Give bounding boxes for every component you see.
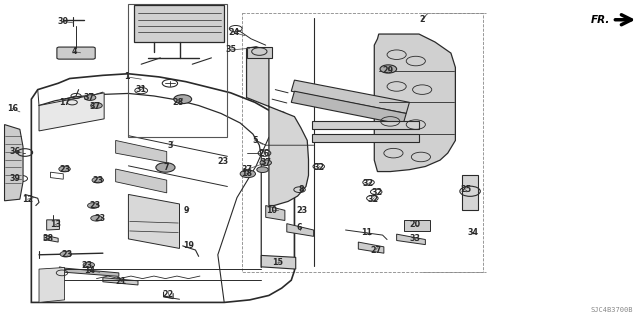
Polygon shape — [358, 242, 384, 253]
Polygon shape — [65, 268, 119, 276]
Text: 29: 29 — [383, 66, 394, 75]
Circle shape — [257, 167, 268, 173]
Polygon shape — [129, 195, 179, 249]
Text: 34: 34 — [468, 228, 479, 237]
Circle shape — [88, 203, 99, 208]
Text: 5: 5 — [252, 136, 258, 145]
Text: 9: 9 — [183, 206, 189, 215]
Text: 23: 23 — [92, 176, 103, 185]
Text: 19: 19 — [184, 241, 195, 250]
Text: 23: 23 — [218, 157, 228, 166]
Circle shape — [240, 170, 255, 178]
Polygon shape — [4, 124, 23, 201]
Circle shape — [60, 251, 72, 257]
Polygon shape — [261, 256, 296, 269]
Text: 11: 11 — [361, 228, 372, 237]
Polygon shape — [291, 80, 410, 114]
Text: 38: 38 — [42, 234, 54, 243]
Text: 10: 10 — [267, 206, 278, 215]
Text: 37: 37 — [83, 93, 94, 102]
Circle shape — [91, 215, 102, 221]
Text: 32: 32 — [363, 179, 374, 188]
Text: 8: 8 — [298, 185, 303, 194]
Text: 4: 4 — [72, 47, 77, 56]
Polygon shape — [266, 205, 285, 220]
Polygon shape — [397, 234, 426, 245]
Text: 35: 35 — [225, 45, 236, 55]
Circle shape — [156, 163, 175, 172]
Circle shape — [91, 103, 102, 108]
Circle shape — [260, 160, 271, 166]
Text: 23: 23 — [61, 250, 73, 259]
Polygon shape — [47, 220, 60, 230]
Text: 25: 25 — [460, 185, 471, 194]
Text: 27: 27 — [370, 246, 381, 255]
Text: 13: 13 — [50, 220, 61, 229]
Polygon shape — [291, 91, 406, 124]
Text: 23: 23 — [94, 214, 105, 223]
Text: SJC4B3700B: SJC4B3700B — [591, 307, 633, 313]
Text: 32: 32 — [372, 188, 383, 197]
Text: 3: 3 — [167, 141, 173, 150]
Text: 32: 32 — [367, 195, 379, 204]
Text: 17: 17 — [59, 98, 70, 107]
Text: 15: 15 — [273, 258, 284, 267]
Polygon shape — [116, 169, 167, 193]
Polygon shape — [462, 175, 478, 210]
Text: 21: 21 — [115, 277, 126, 286]
Text: 23: 23 — [296, 206, 308, 215]
Circle shape — [173, 95, 191, 104]
Polygon shape — [44, 235, 58, 242]
Text: 37: 37 — [90, 102, 100, 111]
Text: 31: 31 — [136, 85, 147, 94]
Text: 7: 7 — [164, 163, 170, 172]
Polygon shape — [134, 5, 224, 42]
Text: 37: 37 — [260, 158, 271, 167]
Text: 12: 12 — [22, 195, 33, 204]
Text: 37: 37 — [242, 165, 253, 174]
Text: 20: 20 — [409, 220, 420, 229]
Text: 36: 36 — [10, 147, 21, 156]
Text: 18: 18 — [241, 169, 252, 178]
Circle shape — [380, 65, 397, 73]
Text: 30: 30 — [57, 17, 68, 26]
Text: 2: 2 — [419, 15, 425, 24]
Polygon shape — [404, 220, 430, 231]
Text: FR.: FR. — [591, 15, 610, 25]
Polygon shape — [312, 134, 419, 142]
Circle shape — [83, 262, 95, 268]
Text: 26: 26 — [258, 149, 269, 158]
Polygon shape — [246, 47, 272, 58]
Polygon shape — [39, 268, 65, 302]
Polygon shape — [116, 140, 167, 163]
Text: 14: 14 — [84, 266, 95, 275]
Polygon shape — [287, 224, 314, 236]
Polygon shape — [246, 47, 308, 205]
Text: 1: 1 — [124, 72, 130, 81]
Text: 16: 16 — [6, 104, 18, 113]
Circle shape — [59, 166, 70, 172]
Text: 24: 24 — [228, 28, 239, 37]
Text: 23: 23 — [59, 165, 70, 174]
Text: 39: 39 — [10, 174, 21, 183]
Polygon shape — [39, 93, 104, 131]
Text: 28: 28 — [173, 98, 184, 107]
Circle shape — [84, 95, 96, 100]
Circle shape — [92, 177, 104, 183]
Polygon shape — [103, 278, 138, 285]
Polygon shape — [374, 34, 456, 172]
Polygon shape — [312, 122, 419, 129]
Text: 6: 6 — [297, 223, 302, 232]
FancyBboxPatch shape — [57, 47, 95, 59]
Text: 23: 23 — [90, 201, 100, 210]
Text: 32: 32 — [313, 163, 324, 172]
Text: 23: 23 — [81, 261, 92, 271]
Text: 22: 22 — [163, 290, 173, 299]
Text: 33: 33 — [409, 234, 420, 243]
